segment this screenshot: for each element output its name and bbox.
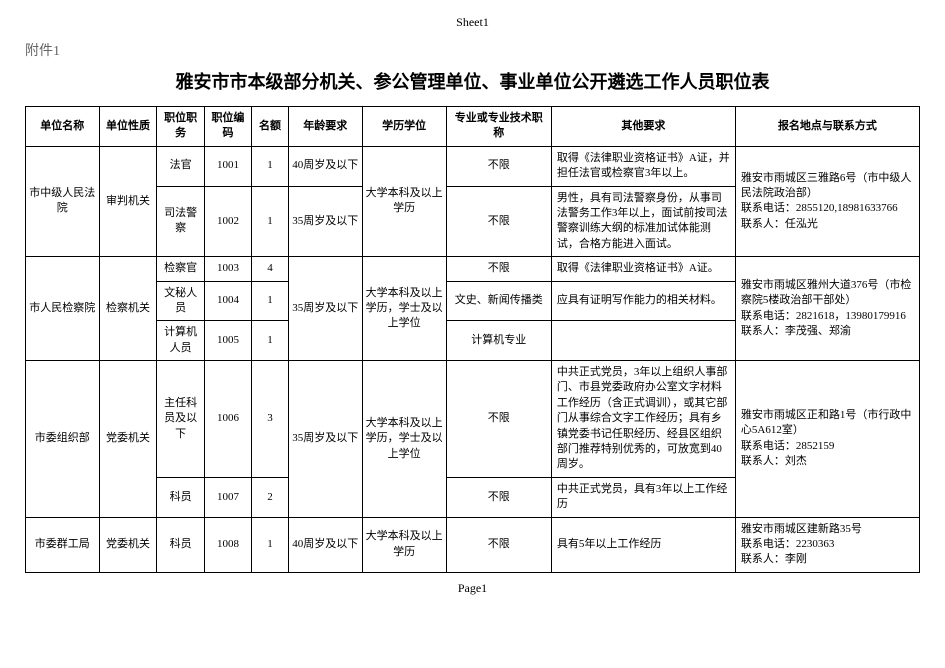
cell-other: 应具有证明写作能力的相关材料。 (551, 281, 735, 321)
table-row: 市中级人民法院 审判机关 法官 1001 1 40周岁及以下 大学本科及以上学历… (26, 146, 920, 186)
cell-code: 1001 (204, 146, 251, 186)
cell-age: 35周岁及以下 (288, 361, 362, 518)
cell-other: 男性，具有司法警察身份，从事司法警务工作3年以上，面试前按司法警察训练大纲的标准… (551, 186, 735, 257)
cell-unit-type: 党委机关 (99, 361, 157, 518)
cell-major: 不限 (446, 361, 551, 478)
cell-age: 35周岁及以下 (288, 257, 362, 361)
cell-position: 计算机人员 (157, 321, 204, 361)
cell-education: 大学本科及以上学历，学士及以上学位 (362, 361, 446, 518)
cell-count: 1 (252, 281, 289, 321)
header-education: 学历学位 (362, 107, 446, 147)
cell-age: 40周岁及以下 (288, 517, 362, 572)
cell-count: 2 (252, 477, 289, 517)
cell-unit-type: 检察机关 (99, 257, 157, 361)
header-other: 其他要求 (551, 107, 735, 147)
cell-other: 具有5年以上工作经历 (551, 517, 735, 572)
cell-contact: 雅安市雨城区正和路1号（市行政中心5A612室）联系电话：2852159联系人：… (735, 361, 919, 518)
cell-other: 取得《法律职业资格证书》A证。 (551, 257, 735, 281)
cell-major: 不限 (446, 186, 551, 257)
cell-position: 科员 (157, 477, 204, 517)
cell-major: 不限 (446, 517, 551, 572)
cell-education: 大学本科及以上学历 (362, 517, 446, 572)
cell-other: 取得《法律职业资格证书》A证，并担任法官或检察官3年以上。 (551, 146, 735, 186)
cell-position: 司法警察 (157, 186, 204, 257)
cell-count: 1 (252, 517, 289, 572)
cell-code: 1006 (204, 361, 251, 478)
cell-position: 科员 (157, 517, 204, 572)
cell-count: 4 (252, 257, 289, 281)
cell-count: 1 (252, 146, 289, 186)
cell-unit-name: 市人民检察院 (26, 257, 100, 361)
cell-other: 中共正式党员，3年以上组织人事部门、市县党委政府办公室文字材料工作经历（含正式调… (551, 361, 735, 478)
cell-unit-type: 审判机关 (99, 146, 157, 256)
table-row: 市委组织部 党委机关 主任科员及以下 1006 3 35周岁及以下 大学本科及以… (26, 361, 920, 478)
cell-major: 不限 (446, 257, 551, 281)
header-code: 职位编码 (204, 107, 251, 147)
cell-major: 不限 (446, 477, 551, 517)
cell-position: 文秘人员 (157, 281, 204, 321)
cell-age: 35周岁及以下 (288, 186, 362, 257)
cell-code: 1007 (204, 477, 251, 517)
header-unit-type: 单位性质 (99, 107, 157, 147)
cell-count: 1 (252, 186, 289, 257)
table-header-row: 单位名称 单位性质 职位职务 职位编码 名额 年龄要求 学历学位 专业或专业技术… (26, 107, 920, 147)
cell-code: 1008 (204, 517, 251, 572)
table-row: 市委群工局 党委机关 科员 1008 1 40周岁及以下 大学本科及以上学历 不… (26, 517, 920, 572)
cell-unit-name: 市委群工局 (26, 517, 100, 572)
cell-major: 不限 (446, 146, 551, 186)
cell-education: 大学本科及以上学历，学士及以上学位 (362, 257, 446, 361)
attachment-label: 附件1 (25, 40, 920, 60)
cell-major: 文史、新闻传播类 (446, 281, 551, 321)
cell-position: 主任科员及以下 (157, 361, 204, 478)
header-contact: 报名地点与联系方式 (735, 107, 919, 147)
cell-count: 1 (252, 321, 289, 361)
cell-major: 计算机专业 (446, 321, 551, 361)
cell-other: 中共正式党员，具有3年以上工作经历 (551, 477, 735, 517)
cell-position: 法官 (157, 146, 204, 186)
page-label: Page1 (25, 581, 920, 596)
main-title: 雅安市市本级部分机关、参公管理单位、事业单位公开遴选工作人员职位表 (25, 68, 920, 94)
header-age: 年龄要求 (288, 107, 362, 147)
cell-education: 大学本科及以上学历 (362, 146, 446, 256)
sheet-label: Sheet1 (25, 15, 920, 30)
header-position: 职位职务 (157, 107, 204, 147)
cell-code: 1005 (204, 321, 251, 361)
cell-code: 1004 (204, 281, 251, 321)
cell-unit-name: 市中级人民法院 (26, 146, 100, 256)
cell-count: 3 (252, 361, 289, 478)
cell-code: 1003 (204, 257, 251, 281)
cell-code: 1002 (204, 186, 251, 257)
table-row: 市人民检察院 检察机关 检察官 1003 4 35周岁及以下 大学本科及以上学历… (26, 257, 920, 281)
cell-unit-type: 党委机关 (99, 517, 157, 572)
cell-unit-name: 市委组织部 (26, 361, 100, 518)
header-count: 名额 (252, 107, 289, 147)
cell-position: 检察官 (157, 257, 204, 281)
header-unit-name: 单位名称 (26, 107, 100, 147)
cell-other (551, 321, 735, 361)
cell-contact: 雅安市雨城区雅州大道376号（市检察院5楼政治部干部处）联系电话：2821618… (735, 257, 919, 361)
header-major: 专业或专业技术职称 (446, 107, 551, 147)
cell-contact: 雅安市雨城区建新路35号联系电话：2230363联系人：李刚 (735, 517, 919, 572)
positions-table: 单位名称 单位性质 职位职务 职位编码 名额 年龄要求 学历学位 专业或专业技术… (25, 106, 920, 573)
cell-contact: 雅安市雨城区三雅路6号（市中级人民法院政治部）联系电话：2855120,1898… (735, 146, 919, 256)
cell-age: 40周岁及以下 (288, 146, 362, 186)
